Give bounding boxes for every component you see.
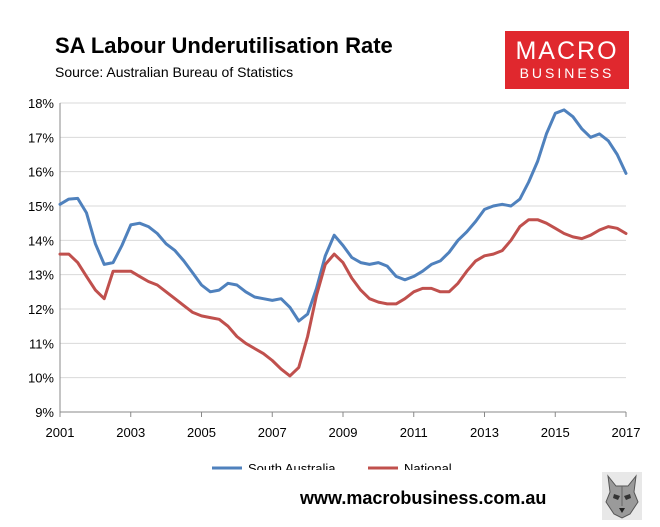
grid-lines <box>60 102 626 379</box>
x-tick-label: 2003 <box>116 425 145 440</box>
chart-subtitle: Source: Australian Bureau of Statistics <box>55 64 294 80</box>
x-axis-ticks: 2001 2003 2005 2007 2009 2011 2013 2015 2017 <box>46 425 641 440</box>
legend-label: South Australia <box>248 461 336 470</box>
x-tick-label: 2011 <box>400 425 428 440</box>
x-tick-label: 2013 <box>470 425 499 440</box>
logo-line-2: BUSINESS <box>519 65 615 81</box>
axes <box>59 103 627 417</box>
macrobusiness-logo: MACRO BUSINESS <box>505 31 629 89</box>
y-tick-label: 13% <box>28 268 54 283</box>
y-tick-label: 11% <box>29 336 54 351</box>
x-tick-label: 2015 <box>541 425 570 440</box>
y-tick-label: 9% <box>35 405 54 420</box>
chart-title: SA Labour Underutilisation Rate <box>55 33 393 58</box>
x-tick-label: 2009 <box>329 425 358 440</box>
y-tick-label: 15% <box>28 199 54 214</box>
y-tick-label: 18% <box>28 96 54 111</box>
x-tick-label: 2007 <box>258 425 287 440</box>
x-tick-label: 2001 <box>46 425 75 440</box>
x-tick-label: 2017 <box>612 425 641 440</box>
logo-line-1: MACRO <box>515 37 619 65</box>
y-tick-label: 14% <box>28 233 54 248</box>
y-tick-label: 17% <box>28 130 54 145</box>
wolf-logo-icon <box>602 472 642 520</box>
series-line-south-australia <box>58 108 628 323</box>
website-url[interactable]: www.macrobusiness.com.au <box>300 488 547 508</box>
series-lines <box>58 108 628 378</box>
line-chart: 9%10%11%12%13%14%15%16%17%18% 2001 2003 20… <box>28 96 641 470</box>
legend-label: National <box>404 461 452 470</box>
series-line-national <box>58 218 628 378</box>
y-tick-label: 16% <box>28 165 54 180</box>
x-tick-label: 2005 <box>187 425 216 440</box>
y-tick-label: 12% <box>28 302 54 317</box>
legend: South Australia National <box>212 461 452 470</box>
y-tick-label: 10% <box>28 371 54 386</box>
y-axis-ticks: 9% 10% 11% 12% 13% 14% 15% 16% 17% 18% <box>28 96 54 420</box>
